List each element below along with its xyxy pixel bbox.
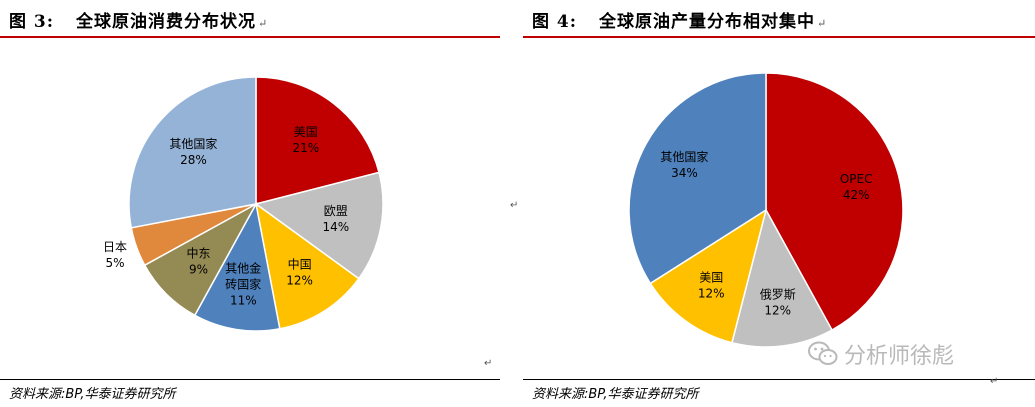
slice-percent-label: 34% xyxy=(671,166,698,180)
paragraph-mark: ↵ xyxy=(258,17,269,30)
pie-slice xyxy=(649,208,768,344)
slice-percent-label: 11% xyxy=(230,293,257,307)
slice-name-label: 其他金 xyxy=(225,260,261,275)
paragraph-mark: ↵ xyxy=(817,17,828,30)
pie-slice xyxy=(255,76,380,205)
slice-percent-label: 5% xyxy=(105,256,124,270)
figure-4-panel: 图 4: 全球原油产量分布相对集中 ↵ OPEC 42% 俄罗斯 12% 美国 12% 其他国家… xyxy=(523,0,1035,407)
slice-percent-label: 12% xyxy=(764,303,791,317)
slice-name-label: 日本 xyxy=(103,240,127,254)
slice-name-label: 俄罗斯 xyxy=(760,287,796,301)
slice-percent-label: 14% xyxy=(322,220,349,234)
figure-3-title: 图 3: 全球原油消费分布状况 ↵ xyxy=(9,7,268,32)
figure-3-panel: 图 3: 全球原油消费分布状况 ↵ 美国 21% 欧盟 14% 中国 12% 其他金 砖国家 11%… xyxy=(0,0,500,407)
slice-name-label: 其他国家 xyxy=(169,136,217,151)
figure-3-label: 图 3: xyxy=(9,12,55,32)
wechat-icon xyxy=(808,341,838,365)
figure-4-title: 图 4: 全球原油产量分布相对集中 ↵ xyxy=(532,7,827,32)
slice-percent-label: 21% xyxy=(292,141,319,155)
paragraph-mark: ↵ xyxy=(510,200,519,211)
paragraph-mark: ↵ xyxy=(990,376,999,387)
figure-3-title-text: 全球原油消费分布状况 xyxy=(76,12,257,32)
figure-4-source-text: 资料来源:BP,华泰证券研究所 xyxy=(532,387,699,402)
slice-percent-label: 9% xyxy=(189,263,208,277)
pie-slice xyxy=(254,202,360,330)
slice-name-label: 其他国家 xyxy=(660,149,708,164)
slice-name-label: OPEC xyxy=(840,172,873,186)
paragraph-mark: ↵ xyxy=(484,358,493,369)
figure-3-source: 资料来源:BP,华泰证券研究所 xyxy=(9,383,175,402)
pie-slice xyxy=(765,72,904,332)
pie-slice xyxy=(628,72,767,285)
slice-percent-label: 42% xyxy=(843,188,870,202)
source-rule xyxy=(523,379,1035,380)
production-pie-chart: OPEC 42% 俄罗斯 12% 美国 12% 其他国家 34% xyxy=(628,72,904,348)
slice-percent-label: 12% xyxy=(698,286,725,300)
pie-slice xyxy=(193,201,281,332)
figure-3-source-text: 资料来源:BP,华泰证券研究所 xyxy=(9,387,176,402)
pie-slice xyxy=(731,207,834,348)
slice-name-label: 砖国家 xyxy=(225,276,261,291)
slice-name-label: 中东 xyxy=(186,246,210,261)
watermark-text: 分析师徐彪 xyxy=(844,344,955,369)
title-rule xyxy=(0,36,500,38)
slice-name-label: 美国 xyxy=(294,125,318,139)
slice-name-label: 美国 xyxy=(699,270,723,284)
source-rule xyxy=(0,379,500,380)
slice-percent-label: 12% xyxy=(286,274,313,288)
title-rule xyxy=(523,36,1035,38)
watermark: 分析师徐彪 xyxy=(808,338,954,370)
figure-4-source: 资料来源:BP,华泰证券研究所 xyxy=(532,383,698,402)
pie-slice xyxy=(254,171,384,280)
slice-name-label: 欧盟 xyxy=(324,204,348,218)
figure-4-label: 图 4: xyxy=(532,12,578,32)
slice-percent-label: 28% xyxy=(180,153,207,167)
pie-slice xyxy=(128,76,257,229)
figure-4-title-text: 全球原油产量分布相对集中 xyxy=(599,12,816,32)
slice-name-label: 中国 xyxy=(288,257,312,272)
